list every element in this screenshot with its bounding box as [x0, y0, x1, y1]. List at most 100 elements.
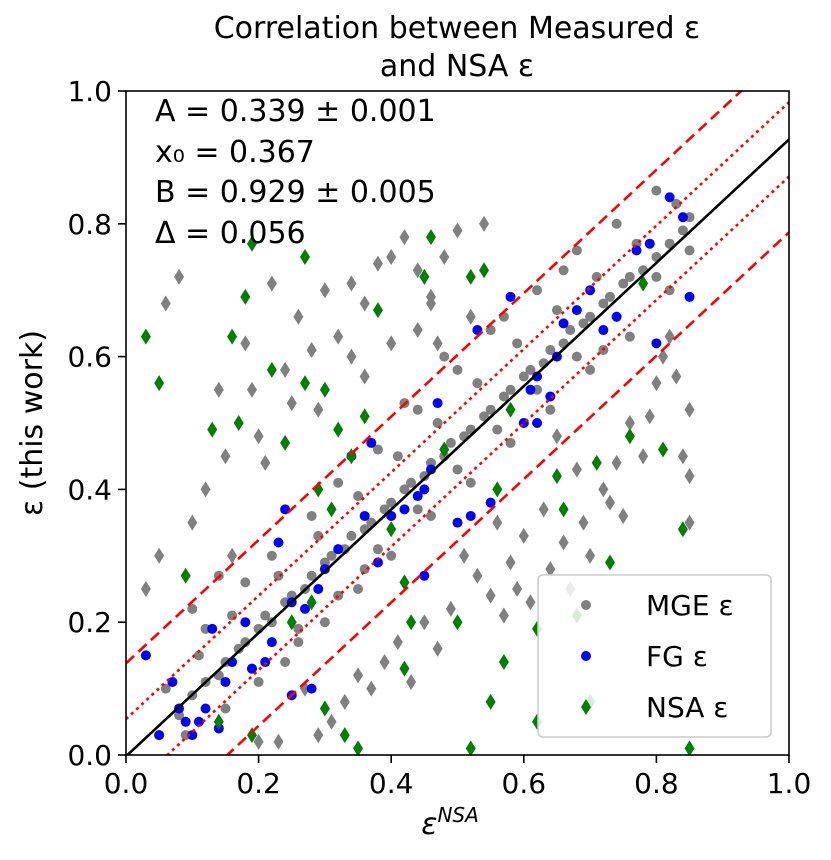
point-mge-outliers-0 — [140, 581, 151, 597]
point-mge-45 — [618, 278, 629, 289]
point-mge-outliers-26 — [359, 295, 370, 312]
point-mge-outliers-65 — [638, 448, 649, 465]
point-fg-37 — [485, 497, 496, 508]
point-fg-48 — [631, 245, 642, 256]
point-mge-outliers-63 — [618, 507, 629, 524]
point-fg-23 — [333, 544, 344, 555]
point-nsa-7 — [240, 288, 251, 305]
point-nsa-6 — [233, 415, 244, 431]
point-nsa-4 — [213, 713, 224, 730]
point-mge-outliers-27 — [366, 680, 377, 697]
point-fg-22 — [319, 564, 330, 575]
point-mge-33 — [498, 391, 509, 402]
point-mge-outliers-14 — [273, 733, 284, 750]
point-mge-67 — [293, 637, 304, 648]
point-mge-23 — [399, 484, 410, 495]
point-mge-59 — [452, 364, 463, 375]
point-nsa-17 — [319, 381, 330, 398]
point-mge-outliers-77 — [432, 335, 443, 352]
point-nsa-35 — [485, 693, 496, 710]
y-tick-label-2: 0.4 — [67, 473, 112, 506]
point-mge-57 — [372, 444, 383, 455]
point-fg-20 — [306, 683, 317, 694]
point-fg-34 — [452, 517, 463, 528]
point-fg-5 — [187, 730, 198, 741]
x-tick-label-2: 0.4 — [369, 767, 414, 800]
point-mge-80 — [193, 650, 204, 661]
point-mge-outliers-61 — [604, 494, 615, 511]
point-nsa-10 — [266, 361, 277, 378]
point-mge-102 — [651, 271, 662, 282]
point-fg-43 — [558, 318, 569, 329]
point-fg-26 — [366, 437, 377, 448]
point-mge-66 — [253, 676, 264, 687]
point-fg-56 — [419, 570, 430, 581]
point-mge-outliers-16 — [293, 308, 304, 325]
point-fg-44 — [571, 305, 582, 316]
point-mge-outliers-7 — [220, 448, 231, 465]
point-nsa-29 — [425, 229, 436, 246]
point-fg-30 — [412, 491, 423, 502]
chart-title-line-2: and NSA ε — [380, 49, 534, 84]
point-mge-outliers-73 — [684, 468, 695, 485]
point-fg-19 — [300, 603, 311, 614]
point-mge-58 — [412, 404, 423, 415]
point-mge-outliers-34 — [412, 262, 423, 279]
point-mge-110 — [558, 265, 569, 276]
point-nsa-50 — [684, 740, 695, 755]
point-nsa-13 — [300, 375, 311, 392]
point-mge-outliers-23 — [339, 693, 350, 710]
point-mge-outliers-12 — [260, 454, 271, 471]
y-axis-ticks: 0.0 0.2 0.4 0.6 0.8 1.0 — [67, 75, 126, 772]
point-mge-outliers-78 — [359, 368, 370, 385]
point-nsa-53 — [498, 654, 509, 671]
point-mge-97 — [551, 305, 562, 316]
point-mge-outliers-38 — [439, 249, 450, 265]
point-mge-outliers-69 — [664, 328, 675, 345]
point-mge-61 — [532, 285, 543, 296]
point-mge-68 — [319, 617, 330, 628]
point-mge-outliers-60 — [598, 481, 609, 498]
annotation-b: B = 0.929 ± 0.005 — [155, 175, 436, 210]
point-mge-63 — [611, 218, 622, 229]
point-fg-46 — [598, 325, 609, 336]
point-mge-outliers-13 — [266, 275, 277, 292]
point-nsa-24 — [372, 302, 383, 319]
point-mge-outliers-32 — [399, 229, 410, 246]
point-nsa-28 — [419, 268, 430, 285]
point-nsa-2 — [180, 567, 191, 584]
point-nsa-3 — [207, 421, 218, 438]
point-mge-outliers-53 — [545, 561, 556, 578]
point-mge-14 — [306, 570, 317, 581]
point-mge-16 — [326, 550, 337, 561]
point-nsa-18 — [326, 501, 337, 518]
point-mge-outliers-80 — [346, 348, 357, 365]
point-mge-outliers-83 — [253, 428, 264, 445]
point-mge-outliers-41 — [459, 547, 470, 564]
point-mge-81 — [227, 610, 238, 621]
y-tick-label-3: 0.6 — [67, 341, 112, 374]
point-mge-outliers-67 — [651, 375, 662, 392]
point-mge-85 — [313, 530, 324, 541]
point-mge-64 — [651, 185, 662, 196]
point-nsa-20 — [339, 727, 350, 744]
point-mge-outliers-20 — [319, 282, 330, 299]
point-mge-outliers-52 — [538, 501, 549, 518]
y-tick-label-1: 0.2 — [67, 606, 112, 639]
point-fg-25 — [359, 510, 370, 521]
point-mge-65 — [220, 703, 231, 714]
point-mge-outliers-19 — [313, 727, 324, 744]
point-mge-outliers-1 — [154, 547, 165, 564]
point-mge-31 — [479, 411, 490, 422]
point-fg-47 — [611, 311, 622, 322]
point-fg-6 — [193, 716, 204, 727]
point-mge-38 — [545, 344, 556, 355]
point-mge-outliers-28 — [372, 255, 383, 272]
point-mge-outliers-64 — [624, 415, 635, 431]
point-mge-71 — [425, 510, 436, 521]
point-mge-46 — [624, 271, 635, 282]
x-tick-label-1: 0.2 — [236, 767, 281, 800]
legend: MGE ε FG ε NSA ε — [537, 574, 772, 738]
point-nsa-0 — [140, 328, 151, 345]
